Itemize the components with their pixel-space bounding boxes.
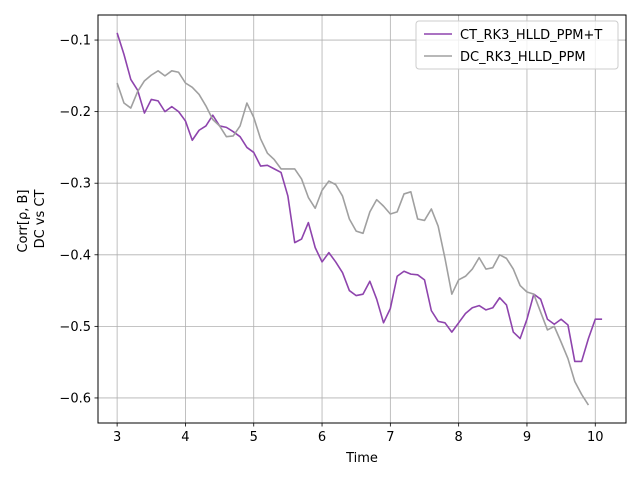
y-axis-label-line-2: DC vs CT [33,190,48,249]
legend-label-ct: CT_RK3_HLLD_PPM+T [460,28,602,43]
plot-frame [97,14,627,424]
series-line-1 [116,70,590,406]
y-axis-label-line-1: Corr[ρ, B] [16,190,31,253]
legend-box [415,20,619,70]
series-lines [116,32,603,406]
x-tick-label: 6 [318,430,326,445]
y-tick-label: −0.1 [59,34,91,49]
grid [98,15,626,423]
x-tick-label: 10 [587,430,604,445]
x-tick-label: 4 [181,430,189,445]
y-tick-label: −0.3 [59,177,91,192]
y-tick-label: −0.4 [59,248,91,263]
legend: CT_RK3_HLLD_PPM+T DC_RK3_HLLD_PPM [415,20,619,70]
y-axis-label: Corr[ρ, B] DC vs CT [16,185,48,252]
x-tick-label: 7 [386,430,394,445]
x-tick-label: 9 [523,430,531,445]
series-line-0 [116,32,603,363]
x-tick-label: 3 [113,430,121,445]
x-axis-label: Time [345,451,378,466]
ticks: 3 4 5 6 7 8 9 10 −0.6 −0.5 −0.4 −0.3 −0.2 −0.1 [59,34,603,445]
y-tick-label: −0.5 [59,320,91,335]
legend-label-dc: DC_RK3_HLLD_PPM [460,50,586,65]
x-tick-label: 5 [250,430,258,445]
y-tick-label: −0.6 [59,391,91,406]
x-tick-label: 8 [455,430,463,445]
y-tick-label: −0.2 [59,105,91,120]
